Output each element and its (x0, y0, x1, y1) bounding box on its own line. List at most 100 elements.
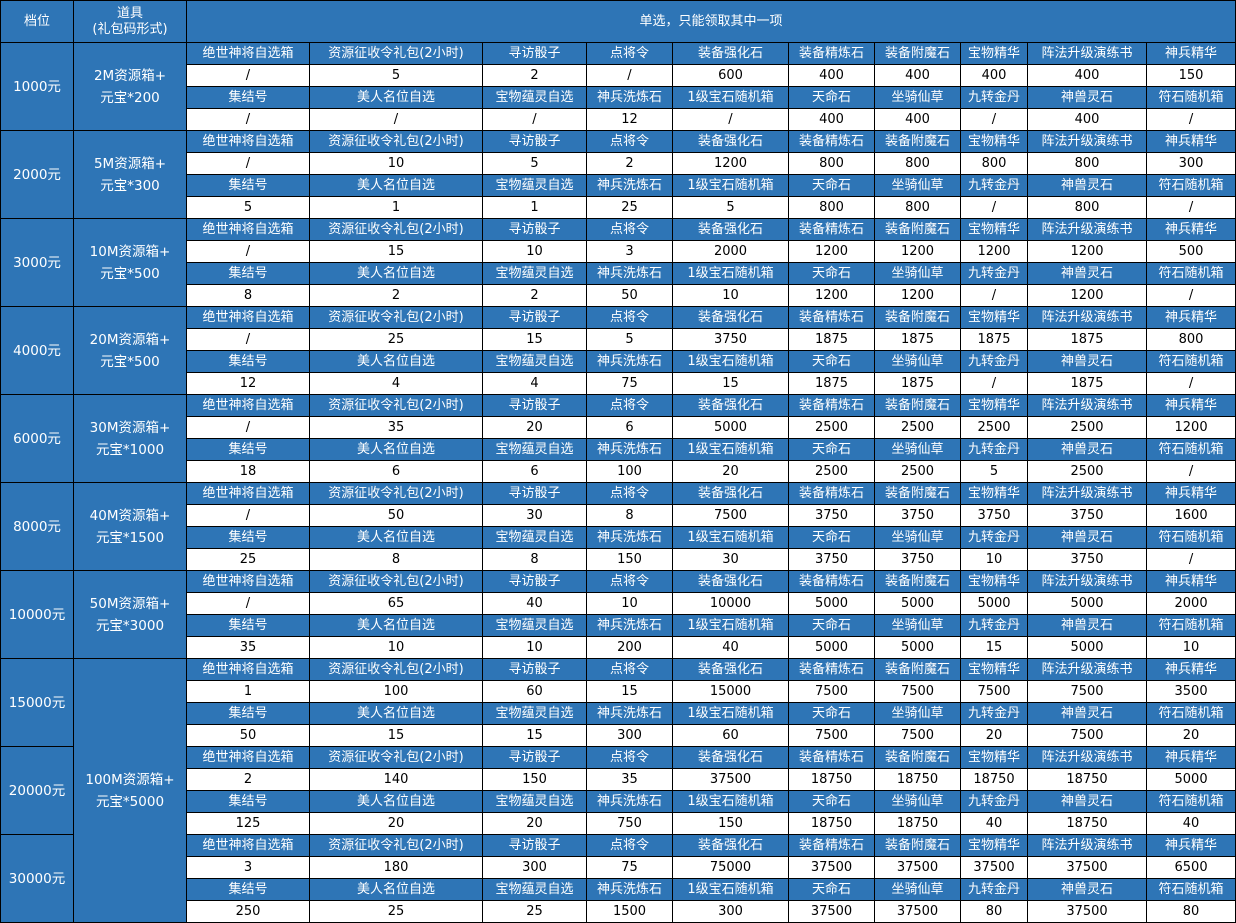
item-value: 15000 (672, 680, 789, 703)
item-label: 阵法升级演练书 (1027, 306, 1147, 329)
item-label: 资源征收令礼包(2小时) (309, 570, 483, 593)
item-label: 九转金丹 (960, 614, 1028, 637)
item-value: 180 (309, 856, 483, 879)
item-label: 坐骑仙草 (874, 790, 961, 813)
item-value: 5000 (1145, 768, 1236, 791)
item-label: 绝世神将自选箱 (186, 130, 310, 153)
item-value: 75 (586, 372, 673, 395)
item-label: 天命石 (788, 86, 875, 109)
item-label: 装备附魔石 (874, 834, 961, 857)
item-label: 宝物蕴灵自选 (482, 350, 587, 373)
item-label: 寻访骰子 (482, 394, 587, 417)
item-label: 神兵精华 (1145, 394, 1236, 417)
item-value: 3 (586, 240, 673, 263)
item-label-row: 集结号 美人名位自选 宝物蕴灵自选 神兵洗炼石 1级宝石随机箱 天命石 坐骑仙草 九转金丹 神兽… (1, 526, 1236, 549)
item-value: / (586, 64, 673, 87)
tier-header: 档位 (0, 0, 74, 43)
prop-line-1: 20M资源箱+ (89, 331, 171, 348)
item-label: 绝世神将自选箱 (186, 834, 310, 857)
prop-line-1: 5M资源箱+ (93, 155, 167, 172)
item-value: 35 (586, 768, 673, 791)
item-label: 宝物蕴灵自选 (482, 86, 587, 109)
item-value: 18750 (1027, 812, 1147, 835)
item-value: 100 (309, 680, 483, 703)
prop-line-1: 2M资源箱+ (93, 67, 167, 84)
item-value: 18750 (874, 768, 961, 791)
item-value: 6 (482, 460, 587, 483)
item-label: 宝物蕴灵自选 (482, 614, 587, 637)
item-label: 阵法升级演练书 (1027, 218, 1147, 241)
item-value: 400 (1027, 64, 1147, 87)
item-label: 装备精炼石 (788, 130, 875, 153)
item-label: 点将令 (586, 570, 673, 593)
item-label: 神兽灵石 (1027, 614, 1147, 637)
item-label: 寻访骰子 (482, 218, 587, 241)
item-label-row: 集结号 美人名位自选 宝物蕴灵自选 神兵洗炼石 1级宝石随机箱 天命石 坐骑仙草 九转金丹 神兽… (1, 262, 1236, 285)
item-value: 5 (482, 152, 587, 175)
item-label: 美人名位自选 (309, 702, 483, 725)
item-label: 1级宝石随机箱 (672, 438, 789, 461)
item-label: 天命石 (788, 174, 875, 197)
item-label: 阵法升级演练书 (1027, 394, 1147, 417)
item-value-row: 35 10 10 200 40 5000 5000 15 5000 10 (1, 636, 1236, 659)
item-label: 集结号 (186, 614, 310, 637)
item-value-row: 25 8 8 150 30 3750 3750 10 3750/ (1, 548, 1236, 571)
item-value: 15 (672, 372, 789, 395)
item-label: 神兵洗炼石 (586, 526, 673, 549)
item-label: 坐骑仙草 (874, 702, 961, 725)
item-value: 15 (586, 680, 673, 703)
reward-table-body: 1000元 2M资源箱+ 元宝*200 绝世神将自选箱 资源征收令礼包(2小时) 寻访骰子… (0, 42, 1236, 923)
item-label: 符石随机箱 (1145, 526, 1236, 549)
prop-line-1: 50M资源箱+ (89, 595, 171, 612)
item-value: 1200 (1027, 284, 1147, 307)
prop-line-1: 10M资源箱+ (89, 243, 171, 260)
item-label: 装备附魔石 (874, 570, 961, 593)
item-label: 资源征收令礼包(2小时) (309, 218, 483, 241)
item-value: 2500 (874, 416, 961, 439)
prop-line-2: 元宝*3000 (95, 617, 165, 634)
item-value: 6500 (1145, 856, 1236, 879)
item-value: 10000 (672, 592, 789, 615)
item-label: 装备附魔石 (874, 130, 961, 153)
item-value: 1200 (960, 240, 1028, 263)
item-label: 神兵洗炼石 (586, 614, 673, 637)
item-value-row: /65 40 10 10000 5000 5000 5000 5000 2000 (1, 592, 1236, 615)
item-value: 5000 (788, 592, 875, 615)
item-value: 2500 (788, 416, 875, 439)
item-label: 寻访骰子 (482, 834, 587, 857)
item-value: 2 (309, 284, 483, 307)
item-label: 天命石 (788, 614, 875, 637)
prop-line-1: 40M资源箱+ (89, 507, 171, 524)
item-value: 20 (1145, 724, 1236, 747)
item-value: 400 (960, 64, 1028, 87)
item-label: 坐骑仙草 (874, 86, 961, 109)
item-label-row: 10000元 50M资源箱+ 元宝*3000 绝世神将自选箱 资源征收令礼包(2小时) 寻… (0, 570, 1236, 659)
item-value: 5 (586, 328, 673, 351)
item-value: 12 (586, 108, 673, 131)
item-value: 300 (586, 724, 673, 747)
item-label: 神兽灵石 (1027, 702, 1147, 725)
item-label: 装备附魔石 (874, 658, 961, 681)
item-label-row: 集结号 美人名位自选 宝物蕴灵自选 神兵洗炼石 1级宝石随机箱 天命石 坐骑仙草 九转金丹 神兽… (1, 174, 1236, 197)
item-label-row: 6000元 30M资源箱+ 元宝*1000 绝世神将自选箱 资源征收令礼包(2小时) 寻访… (0, 394, 1236, 483)
item-value: 18750 (874, 812, 961, 835)
item-value: 1200 (672, 152, 789, 175)
item-label: 装备强化石 (672, 482, 789, 505)
item-label: 装备附魔石 (874, 306, 961, 329)
item-value: 1 (186, 680, 310, 703)
item-value: 5000 (960, 592, 1028, 615)
item-value: 800 (788, 196, 875, 219)
prop-cell: 5M资源箱+ 元宝*300 (73, 130, 187, 219)
item-label-row: 集结号 美人名位自选 宝物蕴灵自选 神兵洗炼石 1级宝石随机箱 天命石 坐骑仙草 九转金丹 神兽… (1, 86, 1236, 109)
item-label: 装备精炼石 (788, 482, 875, 505)
item-label-row: 集结号 美人名位自选 宝物蕴灵自选 神兵洗炼石 1级宝石随机箱 天命石 坐骑仙草 九转金丹 神兽… (1, 350, 1236, 373)
item-label: 1级宝石随机箱 (672, 526, 789, 549)
item-value: 37500 (788, 900, 875, 923)
item-label-row: 2000元 5M资源箱+ 元宝*300 绝世神将自选箱 资源征收令礼包(2小时) 寻访骰子… (0, 130, 1236, 219)
item-label: 宝物精华 (960, 834, 1028, 857)
item-label: 美人名位自选 (309, 614, 483, 637)
item-value: 1200 (874, 240, 961, 263)
item-label: 神兽灵石 (1027, 526, 1147, 549)
item-value-row: 18 6 6 100 20 2500 2500 5 2500/ (1, 460, 1236, 483)
item-value: 4 (309, 372, 483, 395)
